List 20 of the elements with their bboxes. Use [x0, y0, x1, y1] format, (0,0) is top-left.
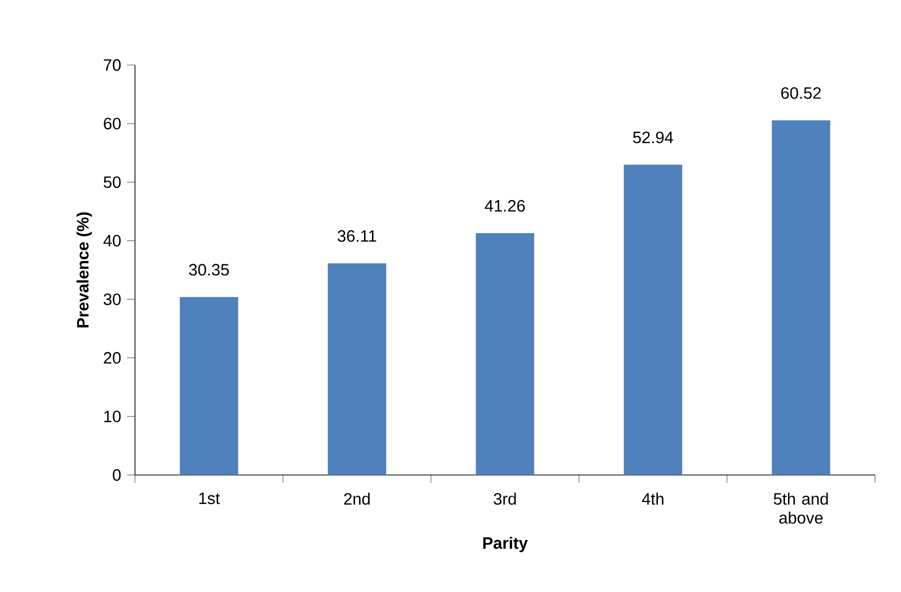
y-tick-label: 10: [104, 410, 121, 422]
x-tick-label: 3rd: [494, 492, 516, 505]
data-label: 36.11: [338, 230, 376, 242]
y-axis-title: Prevalence (%): [76, 212, 92, 328]
x-tick-label: 4th: [642, 492, 664, 505]
y-tick-label: 50: [104, 176, 121, 188]
data-label: 60.52: [781, 87, 821, 99]
x-tick-label: 5th and above: [774, 492, 828, 524]
data-label: 52.94: [633, 132, 674, 144]
y-tick-label: 40: [103, 234, 121, 247]
x-axis-title: Parity: [483, 536, 528, 552]
x-tick-label: 1st: [199, 492, 220, 504]
y-tick-label: 70: [104, 59, 121, 71]
y-tick-label: 0: [112, 469, 121, 481]
data-label: 41.26: [484, 200, 525, 212]
y-tick-label: 20: [104, 352, 121, 364]
data-label: 30.35: [189, 264, 229, 276]
y-tick-label: 30: [104, 293, 121, 306]
x-tick-label: 2nd: [344, 492, 370, 505]
y-tick-label: 60: [104, 118, 121, 130]
